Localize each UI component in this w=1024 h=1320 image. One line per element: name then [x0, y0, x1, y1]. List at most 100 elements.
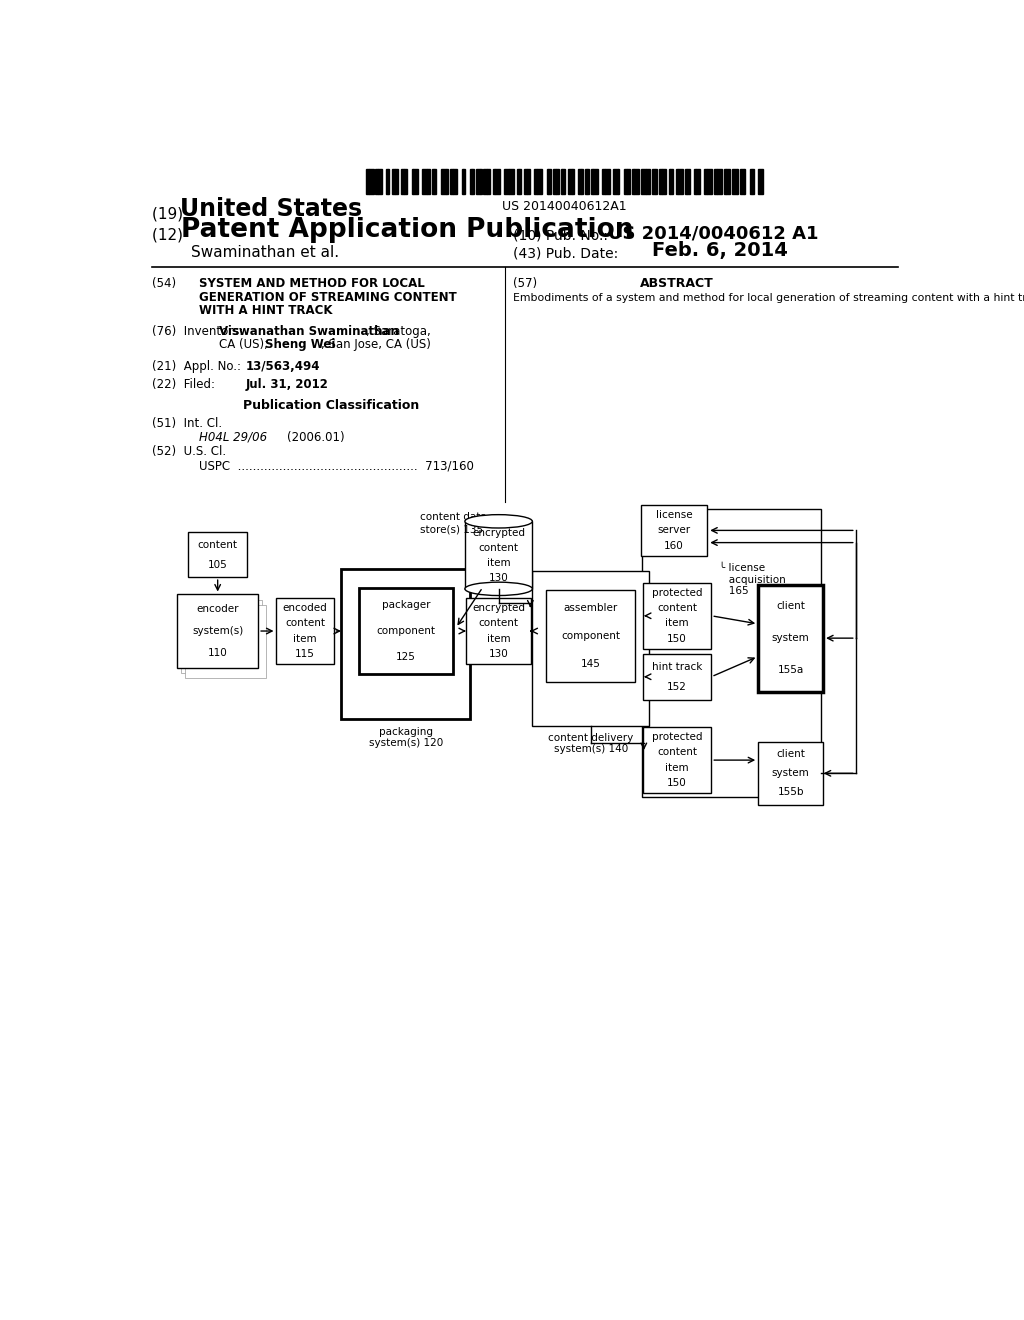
Text: USPC  ................................................  713/160: USPC ...................................… — [200, 459, 474, 473]
Bar — [613, 169, 617, 194]
Text: 13/563,494: 13/563,494 — [246, 359, 319, 372]
Bar — [758, 585, 823, 692]
Text: Feb. 6, 2014: Feb. 6, 2014 — [652, 242, 787, 260]
Bar — [379, 169, 382, 194]
Bar — [643, 653, 711, 700]
Bar — [718, 169, 722, 194]
Bar — [465, 521, 532, 589]
Bar — [185, 605, 266, 677]
Bar — [470, 169, 472, 194]
Text: United States: United States — [179, 198, 361, 222]
Text: encoder: encoder — [197, 603, 239, 614]
Bar — [538, 169, 542, 194]
Bar — [726, 169, 730, 194]
Text: (52)  U.S. Cl.: (52) U.S. Cl. — [152, 445, 226, 458]
Bar — [602, 169, 605, 194]
Bar — [560, 169, 562, 194]
Bar — [659, 169, 662, 194]
Bar — [188, 532, 248, 577]
Text: server: server — [657, 525, 690, 536]
Bar — [643, 727, 711, 793]
Text: content data
store(s) 135: content data store(s) 135 — [420, 512, 486, 535]
Text: (22)  Filed:: (22) Filed: — [152, 378, 249, 391]
Bar — [652, 169, 654, 194]
Text: , San Jose, CA (US): , San Jose, CA (US) — [321, 338, 431, 351]
Bar — [758, 742, 823, 805]
Bar — [641, 506, 707, 556]
Ellipse shape — [465, 582, 532, 595]
Text: GENERATION OF STREAMING CONTENT: GENERATION OF STREAMING CONTENT — [200, 290, 457, 304]
Bar — [750, 169, 752, 194]
Text: US 2014/0040612 A1: US 2014/0040612 A1 — [608, 224, 818, 243]
Bar — [715, 169, 718, 194]
Text: 130: 130 — [488, 573, 509, 582]
Text: item: item — [666, 619, 689, 628]
Bar — [386, 169, 388, 194]
Text: content: content — [657, 603, 697, 612]
Text: encrypted: encrypted — [472, 528, 525, 537]
Bar — [432, 169, 434, 194]
Text: content: content — [198, 540, 238, 550]
Text: encrypted: encrypted — [472, 603, 525, 612]
Bar — [509, 169, 513, 194]
Bar — [548, 169, 551, 194]
Text: 130: 130 — [488, 649, 509, 659]
Bar — [662, 169, 667, 194]
Bar — [740, 169, 743, 194]
Bar — [483, 169, 486, 194]
Text: WITH A HINT TRACK: WITH A HINT TRACK — [200, 304, 333, 317]
Bar — [504, 169, 509, 194]
Bar — [441, 169, 445, 194]
Text: 150: 150 — [668, 779, 687, 788]
Ellipse shape — [465, 515, 532, 528]
Bar — [480, 169, 482, 194]
Text: (51)  Int. Cl.: (51) Int. Cl. — [152, 417, 222, 429]
Text: item: item — [486, 557, 510, 568]
Text: 152: 152 — [668, 681, 687, 692]
Text: US 20140040612A1: US 20140040612A1 — [502, 201, 627, 213]
Text: 115: 115 — [295, 649, 315, 659]
Bar — [556, 169, 559, 194]
Text: Patent Application Publication: Patent Application Publication — [181, 216, 634, 243]
Bar — [517, 169, 519, 194]
Text: Viswanathan Swaminathan: Viswanathan Swaminathan — [219, 325, 399, 338]
Bar — [370, 169, 374, 194]
Text: ╰ license
   acquisition
   165: ╰ license acquisition 165 — [719, 562, 786, 597]
Bar — [708, 169, 712, 194]
Bar — [463, 169, 465, 194]
Bar — [462, 169, 463, 194]
Bar — [524, 169, 526, 194]
Bar — [654, 169, 657, 194]
Bar — [394, 169, 397, 194]
Text: 125: 125 — [396, 652, 416, 663]
Text: component: component — [561, 631, 621, 642]
Bar — [645, 169, 650, 194]
Bar — [758, 169, 763, 194]
Text: system: system — [772, 634, 810, 643]
Bar — [624, 169, 627, 194]
Text: license: license — [655, 510, 692, 520]
Text: CA (US);: CA (US); — [219, 338, 272, 351]
Text: (76)  Inventors:: (76) Inventors: — [152, 325, 243, 338]
Bar — [531, 572, 649, 726]
Text: (12): (12) — [152, 228, 187, 243]
Bar — [472, 169, 474, 194]
Text: ABSTRACT: ABSTRACT — [640, 277, 714, 290]
Bar — [359, 587, 453, 675]
Bar — [705, 169, 708, 194]
Text: item: item — [666, 763, 689, 772]
Bar — [586, 169, 587, 194]
Text: Embodiments of a system and method for local generation of streaming content wit: Embodiments of a system and method for l… — [513, 293, 1024, 302]
Text: H04L 29/06: H04L 29/06 — [200, 430, 267, 444]
Bar — [486, 169, 489, 194]
Text: (2006.01): (2006.01) — [287, 430, 344, 444]
Bar — [685, 169, 687, 194]
Bar — [412, 169, 413, 194]
Text: Jul. 31, 2012: Jul. 31, 2012 — [246, 378, 329, 391]
Bar — [526, 169, 529, 194]
Bar — [400, 169, 403, 194]
Bar — [535, 169, 538, 194]
Text: hint track: hint track — [652, 661, 702, 672]
Text: 155b: 155b — [777, 788, 804, 797]
Bar — [676, 169, 678, 194]
